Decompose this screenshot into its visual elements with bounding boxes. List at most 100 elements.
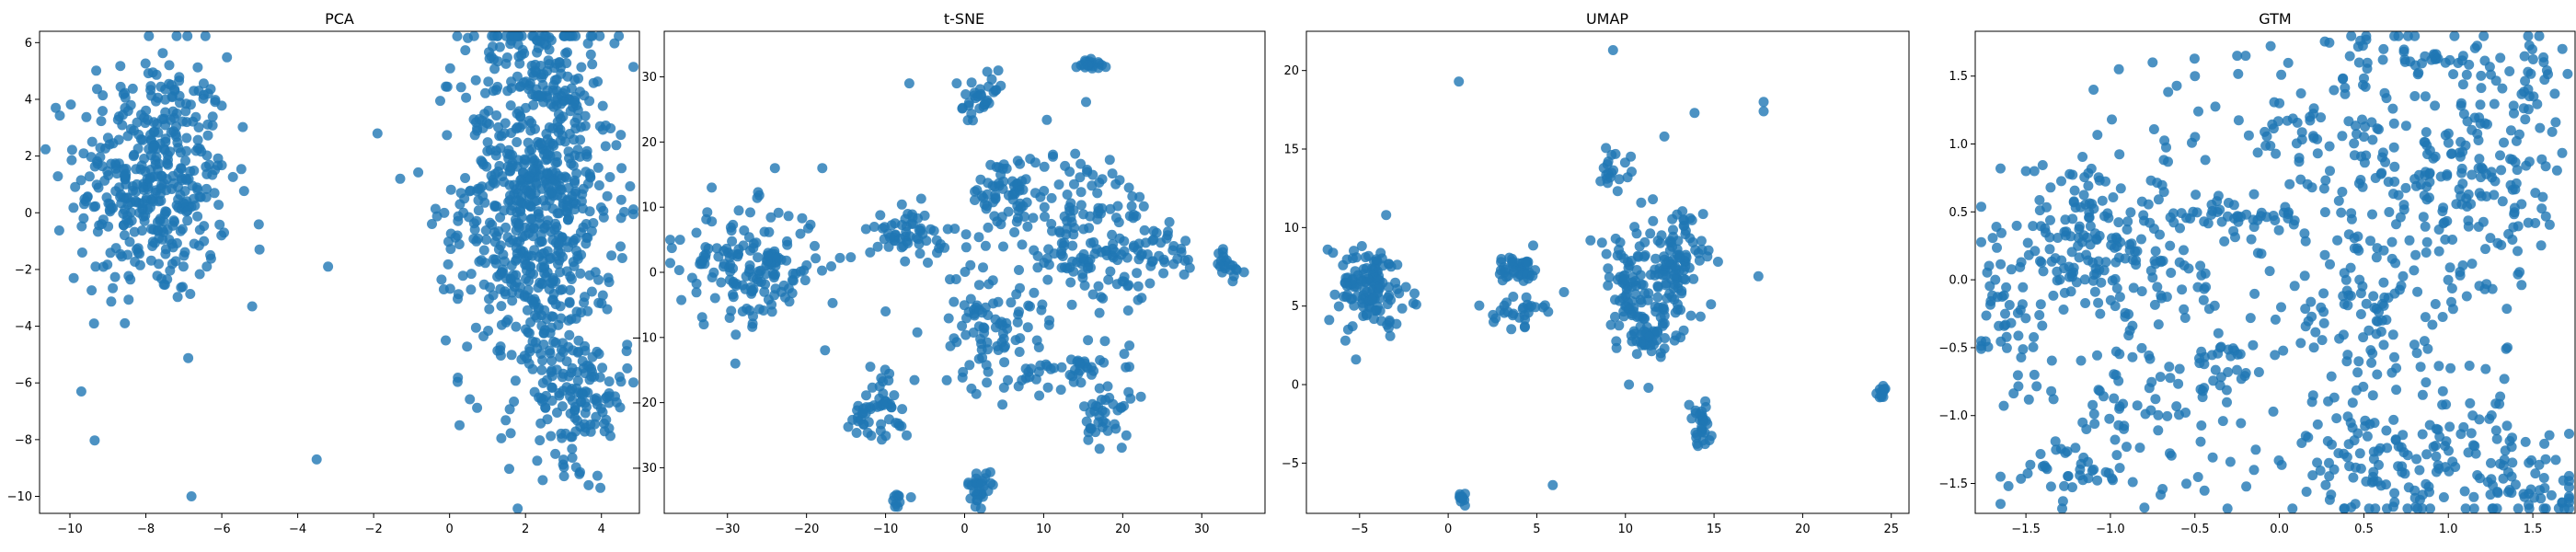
scatter-point [896, 199, 907, 210]
scatter-point [123, 294, 134, 305]
scatter-point [1225, 259, 1236, 270]
scatter-point [1994, 320, 2005, 331]
scatter-point [1673, 305, 1683, 315]
scatter-point [115, 61, 126, 72]
axis-ticks: −1.5 −1.0 −0.5 0.0 0.5 1.0 1.5−1.5−1.0−0.50.00… [1938, 70, 2542, 536]
scatter-point [2320, 479, 2331, 490]
scatter-point [533, 206, 544, 217]
x-tick-label: 1.5 [2524, 523, 2543, 536]
scatter-point [144, 30, 155, 41]
scatter-point [960, 229, 972, 240]
scatter-point [493, 167, 503, 177]
scatter-point [1341, 254, 1352, 265]
scatter-point [140, 58, 151, 69]
scatter-point [482, 145, 493, 156]
scatter-point [674, 235, 685, 246]
scatter-point [254, 244, 265, 255]
scatter-point [2349, 233, 2360, 244]
scatter-point [86, 136, 98, 147]
scatter-point [2513, 503, 2524, 514]
scatter-point [1067, 240, 1078, 251]
scatter-point [2340, 82, 2351, 93]
scatter-point [912, 327, 923, 338]
scatter-point [2302, 178, 2313, 190]
scatter-point [1104, 155, 1115, 166]
scatter-point [2421, 247, 2432, 258]
scatter-point [951, 78, 962, 89]
scatter-point [205, 249, 216, 260]
scatter-point [2421, 236, 2432, 247]
scatter-point [773, 207, 784, 218]
scatter-point [143, 114, 154, 125]
scatter-point [478, 331, 489, 341]
scatter-point [546, 187, 557, 198]
scatter-point [1370, 262, 1381, 273]
scatter-point [2480, 363, 2491, 374]
scatter-point [578, 203, 588, 214]
scatter-point [2143, 199, 2154, 210]
scatter-point [941, 374, 952, 385]
scatter-point [1648, 194, 1659, 205]
scatter-point [2150, 394, 2161, 405]
scatter-point [1674, 265, 1685, 276]
scatter-point [2426, 54, 2437, 65]
scatter-point [1990, 274, 2001, 285]
scatter-point [148, 126, 159, 137]
scatter-point [2196, 420, 2207, 431]
scatter-point [523, 327, 534, 338]
scatter-point [2283, 57, 2294, 68]
scatter-point [2422, 343, 2433, 354]
scatter-point [592, 76, 604, 87]
scatter-point [2113, 420, 2124, 431]
scatter-point [2092, 130, 2103, 141]
scatter-point [1601, 248, 1612, 259]
scatter-point [2136, 286, 2147, 297]
scatter-point [1474, 300, 1485, 311]
y-tick-label: 0.5 [1949, 206, 1968, 220]
scatter-point [2498, 473, 2509, 484]
scatter-point [489, 178, 500, 189]
scatter-point [2127, 351, 2138, 362]
scatter-point [1158, 268, 1169, 279]
scatter-point [2420, 91, 2431, 102]
scatter-point [753, 187, 764, 198]
scatter-point [858, 419, 869, 430]
scatter-point [2402, 503, 2413, 514]
scatter-point [2461, 69, 2472, 80]
scatter-point [2153, 409, 2164, 420]
scatter-point [2111, 234, 2122, 245]
scatter-point [1073, 355, 1084, 366]
scatter-point [566, 83, 577, 94]
scatter-point [970, 195, 980, 205]
scatter-point [2318, 183, 2329, 194]
scatter-point [2177, 284, 2188, 295]
scatter-point [865, 247, 876, 258]
scatter-point [1371, 254, 1382, 265]
scatter-point [2558, 475, 2569, 486]
scatter-point [2381, 479, 2391, 490]
scatter-point [76, 247, 87, 258]
scatter-point [222, 52, 233, 63]
scatter-point [691, 227, 702, 238]
scatter-point [484, 53, 495, 64]
scatter-point [1700, 415, 1711, 426]
scatter-point [988, 298, 998, 309]
scatter-point [1047, 225, 1057, 236]
scatter-point [138, 184, 149, 195]
scatter-point [523, 115, 535, 126]
scatter-point [2288, 219, 2299, 230]
scatter-point [2291, 138, 2302, 149]
scatter-point [2457, 79, 2468, 90]
scatter-point [972, 495, 983, 506]
scatter-point [1530, 302, 1541, 313]
scatter-point [2495, 458, 2506, 469]
scatter-point [2346, 208, 2357, 219]
scatter-point [522, 185, 532, 196]
scatter-point [2301, 487, 2312, 497]
scatter-point [482, 137, 493, 148]
scatter-point [119, 230, 130, 241]
scatter-point [170, 256, 181, 267]
scatter-point [2467, 410, 2478, 421]
scatter-point [2343, 116, 2354, 127]
